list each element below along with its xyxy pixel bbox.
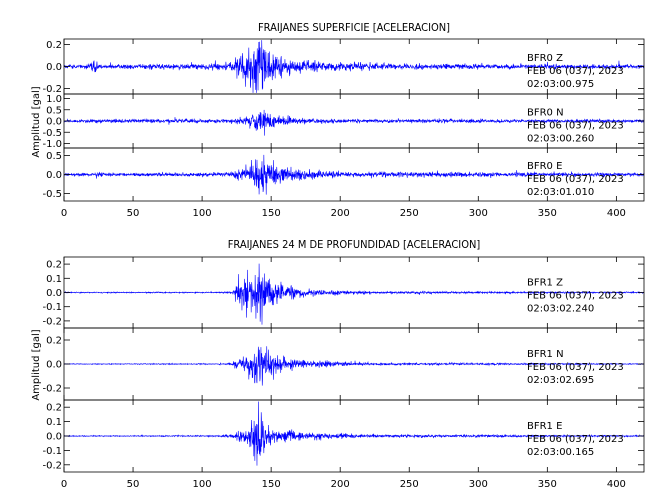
- y-axis-label: Amplitud [gal]: [31, 329, 42, 400]
- y-tick-label: -0.2: [42, 316, 62, 327]
- x-tick-label: 250: [400, 479, 419, 490]
- station-annotation-line: FEB 06 (037), 2023: [527, 174, 624, 185]
- panel-z: 0.2 0.1 0.0 -0.1 -0.2 BFR1 Z FEB 06 (037), 202…: [42, 256, 645, 329]
- y-tick-label: 1.0: [46, 94, 62, 105]
- y-tick-label: 0.5: [46, 105, 62, 116]
- station-annotation-line: FEB 06 (037), 2023: [527, 121, 624, 132]
- station-annotation-line: 02:03:00.165: [527, 447, 594, 458]
- chart-title: FRAIJANES SUPERFICIE [ACELERACION]: [258, 21, 450, 34]
- y-tick-label: -0.1: [42, 446, 62, 457]
- x-tick-label: 50: [127, 208, 140, 219]
- y-tick-label: 0.0: [46, 432, 62, 443]
- y-tick-label: 0.2: [46, 260, 62, 271]
- panel-z: 0.2 0.0 -0.2 BFR0 Z FEB 06 (037), 2023 02:03:…: [42, 38, 645, 95]
- x-tick-label: 50: [127, 479, 140, 490]
- station-annotation-line: FEB 06 (037), 2023: [527, 362, 624, 373]
- station-annotation-line: BFR0 E: [527, 161, 562, 172]
- station-annotation-line: BFR1 E: [527, 421, 562, 432]
- station-annotation-line: 02:03:02.695: [527, 375, 594, 386]
- x-tick-label: 200: [331, 479, 350, 490]
- panel-n: 0.2 0.0 -0.2 BFR1 N FEB 06 (037), 2023 02:03:…: [42, 327, 645, 401]
- x-tick-label: 300: [469, 208, 488, 219]
- station-annotation-line: BFR1 N: [527, 349, 564, 360]
- station-annotation-line: 02:03:01.010: [527, 187, 594, 198]
- panel-e: 0.2 0.1 0.0 -0.1 -0.2 BFR1 E FEB 06 (037), 202…: [42, 399, 645, 473]
- y-tick-label: 0.0: [46, 170, 62, 181]
- waveform-trace-e: [63, 154, 645, 195]
- y-tick-label: 0.0: [46, 288, 62, 299]
- x-tick-label: 100: [193, 208, 212, 219]
- station-annotation-line: FEB 06 (037), 2023: [527, 290, 624, 301]
- y-tick-label: -0.2: [42, 460, 62, 471]
- waveform-trace-n: [63, 346, 645, 386]
- waveform-trace-e: [63, 401, 645, 466]
- panel-e: 0.5 0.0 -0.5 BFR0 E FEB 06 (037), 2023 02:03:…: [42, 147, 645, 202]
- y-axis-label: Amplitud [gal]: [31, 86, 42, 157]
- station-annotation-line: BFR1 Z: [527, 277, 563, 288]
- station-annotation-line: FEB 06 (037), 2023: [527, 434, 624, 445]
- y-tick-label: -0.2: [42, 384, 62, 395]
- x-tick-label: 400: [607, 479, 626, 490]
- station-annotation-line: 02:03:00.975: [527, 79, 594, 90]
- y-tick-label: 0.1: [46, 417, 62, 428]
- x-tick-label: 150: [262, 208, 281, 219]
- station-annotation-line: FEB 06 (037), 2023: [527, 66, 624, 77]
- x-tick-label: 200: [331, 208, 350, 219]
- y-tick-label: -1.0: [42, 139, 62, 150]
- y-tick-label: 0.0: [46, 62, 62, 73]
- chart-title: FRAIJANES 24 M DE PROFUNDIDAD [ACELERACI…: [228, 238, 481, 251]
- x-tick-label: 0: [61, 479, 67, 490]
- x-tick-label: 0: [61, 208, 67, 219]
- y-tick-label: 0.5: [46, 151, 62, 162]
- x-tick-label: 100: [193, 479, 212, 490]
- station-annotation-line: BFR0 Z: [527, 53, 563, 64]
- x-tick-label: 350: [538, 479, 557, 490]
- station-annotation-line: BFR0 N: [527, 108, 564, 119]
- y-tick-label: 0.0: [46, 117, 62, 128]
- y-tick-label: 0.2: [46, 336, 62, 347]
- x-tick-label: 300: [469, 479, 488, 490]
- y-tick-label: 0.2: [46, 403, 62, 414]
- station-annotation-line: 02:03:00.260: [527, 134, 594, 145]
- y-tick-label: 0.0: [46, 360, 62, 371]
- y-tick-label: -0.1: [42, 302, 62, 313]
- y-tick-label: -0.2: [42, 84, 62, 95]
- y-tick-label: 0.2: [46, 40, 62, 51]
- y-tick-label: 0.1: [46, 274, 62, 285]
- station-annotation-line: 02:03:02.240: [527, 303, 594, 314]
- x-tick-label: 400: [607, 208, 626, 219]
- x-tick-label: 150: [262, 479, 281, 490]
- waveform-trace-n: [63, 109, 645, 136]
- panel-n: 1.00.50.0-0.5-1.0 BFR0 N FEB 06 (037), 202…: [42, 93, 645, 150]
- x-tick-label: 350: [538, 208, 557, 219]
- waveform-trace-z: [63, 40, 645, 93]
- waveform-trace-z: [63, 263, 645, 325]
- x-tick-label: 250: [400, 208, 419, 219]
- y-tick-label: -0.5: [42, 128, 62, 139]
- y-tick-label: -0.5: [42, 189, 62, 200]
